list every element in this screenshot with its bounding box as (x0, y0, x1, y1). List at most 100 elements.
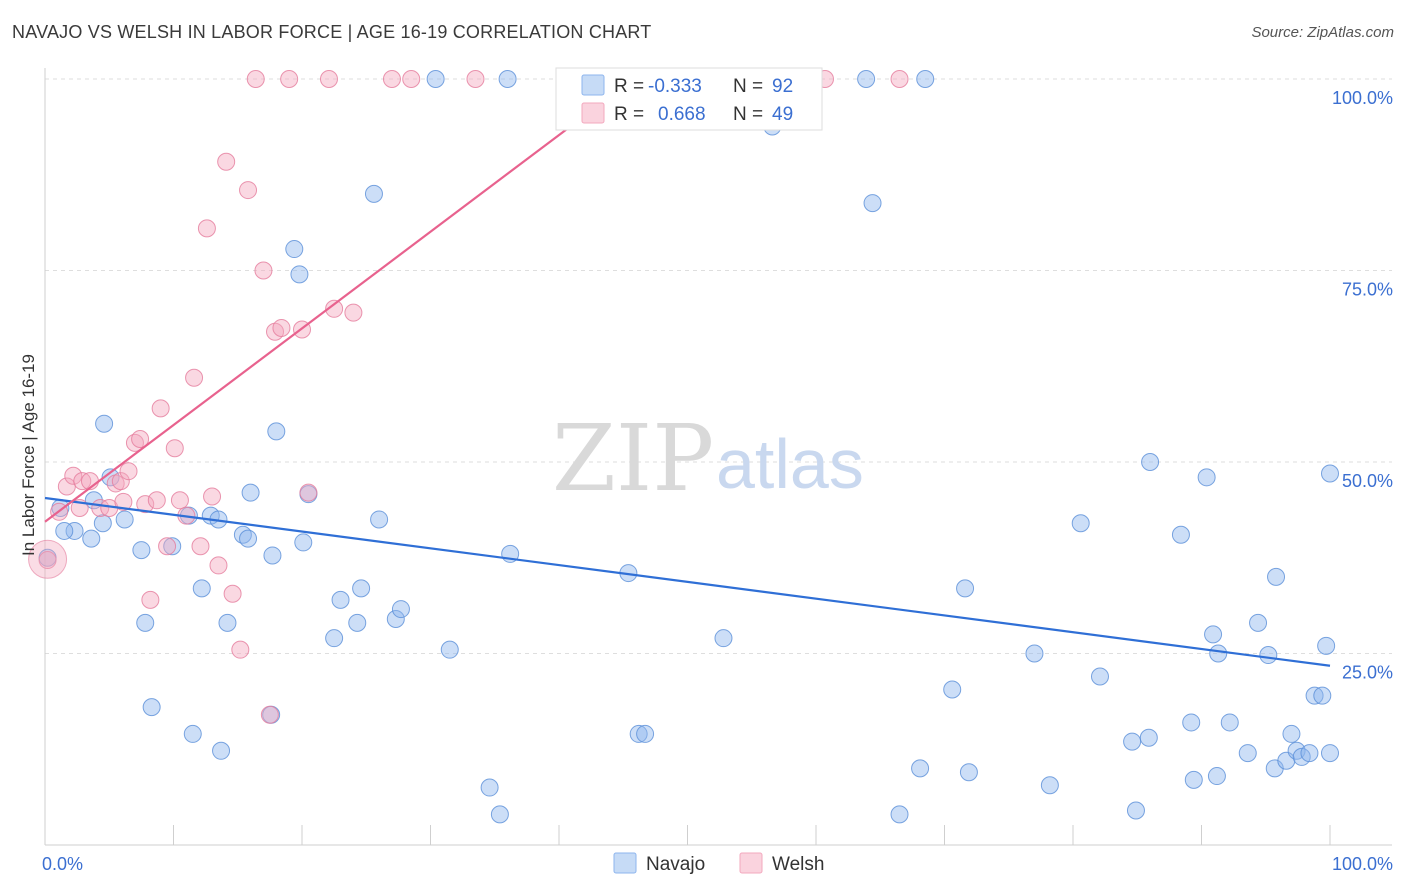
welsh-point (114, 492, 133, 511)
legend-welsh-label: Welsh (772, 854, 824, 875)
welsh-point (239, 181, 258, 200)
navajo-point (212, 741, 231, 760)
navajo-point (1040, 776, 1059, 795)
navajo-point (1209, 644, 1228, 663)
welsh-point (38, 551, 57, 570)
y-axis-title: In Labor Force | Age 16-19 (19, 354, 38, 556)
navajo-point (440, 640, 459, 659)
welsh-point (260, 705, 279, 724)
navajo-point (348, 613, 367, 632)
navajo-point (325, 629, 344, 648)
legend-navajo-swatch (613, 852, 637, 874)
navajo-point (132, 541, 151, 560)
navajo-point (93, 514, 112, 533)
welsh-point (119, 462, 138, 481)
welsh-point (402, 70, 421, 88)
y-tick-label: 50.0% (1342, 471, 1393, 491)
navajo-point (1321, 744, 1339, 763)
navajo-point (370, 510, 389, 529)
welsh-point (217, 152, 236, 171)
welsh-point (203, 487, 222, 506)
welsh-point (209, 556, 228, 575)
navajo-point (391, 600, 410, 619)
navajo-point (1321, 464, 1339, 483)
welsh-point (111, 472, 130, 491)
welsh-point (191, 537, 210, 556)
welsh-point (344, 303, 363, 322)
welsh-point (165, 439, 184, 458)
welsh-point (280, 70, 299, 88)
legend-welsh-swatch (739, 852, 763, 874)
navajo-point (267, 422, 286, 441)
welsh-trend-line (44, 78, 635, 523)
welsh-point (170, 491, 189, 510)
welsh-point-large (28, 539, 68, 579)
navajo-point (498, 70, 517, 88)
welsh-point (158, 537, 177, 556)
navajo-point (426, 70, 445, 88)
welsh-point (73, 472, 92, 491)
navajo-n-label: N = (733, 76, 763, 97)
navajo-point (1184, 770, 1203, 789)
navajo-point (285, 240, 304, 259)
navajo-point (263, 546, 282, 565)
navajo-point (1139, 728, 1158, 747)
navajo-point (490, 805, 509, 824)
navajo-point (241, 483, 260, 502)
welsh-point (197, 219, 216, 238)
navajo-point (636, 724, 655, 743)
navajo-point (1204, 625, 1223, 644)
navajo-point (115, 510, 134, 529)
navajo-point (142, 698, 161, 717)
navajo-point (943, 680, 962, 699)
welsh-point (299, 483, 318, 502)
navajo-point (1220, 713, 1239, 732)
navajo-point (1182, 713, 1201, 732)
legend-navajo-label: Navajo (646, 854, 705, 875)
welsh-point (147, 491, 166, 510)
navajo-point (1025, 644, 1044, 663)
x-tick-labels: 0.0% 100.0% (42, 854, 1393, 874)
welsh-point (246, 70, 265, 88)
welsh-swatch (581, 102, 605, 124)
navajo-point (352, 579, 371, 598)
navajo-point (890, 805, 909, 824)
navajo-point (290, 265, 309, 284)
navajo-point (1126, 801, 1145, 820)
navajo-point (1249, 613, 1268, 632)
navajo-point (239, 529, 258, 548)
welsh-point (141, 590, 160, 609)
navajo-point (1141, 453, 1160, 471)
navajo-point (163, 537, 182, 556)
welsh-point (231, 640, 250, 659)
navajo-r-label: R = (614, 76, 644, 97)
chart-title: NAVAJO VS WELSH IN LABOR FORCE | AGE 16-… (12, 22, 652, 42)
navajo-point (1071, 514, 1090, 533)
watermark-atlas: atlas (716, 425, 864, 503)
y-tick-label: 100.0% (1332, 88, 1393, 108)
navajo-n-value: 92 (772, 76, 793, 97)
welsh-point (272, 318, 291, 337)
navajo-point (959, 763, 978, 782)
welsh-point (319, 70, 338, 88)
grid-lines (45, 78, 1392, 654)
navajo-point (218, 613, 237, 632)
trend-lines (44, 78, 1331, 667)
welsh-point (890, 70, 909, 88)
navajo-point (480, 778, 499, 797)
navajo-r-value: -0.333 (648, 76, 702, 97)
navajo-point (364, 184, 383, 203)
data-points (28, 70, 1339, 824)
navajo-point (1267, 567, 1286, 586)
welsh-n-label: N = (733, 104, 763, 125)
watermark: ZIP atlas (552, 405, 864, 512)
navajo-point (857, 70, 876, 88)
welsh-point (254, 261, 273, 280)
navajo-point (1305, 686, 1324, 705)
welsh-point (151, 399, 170, 418)
navajo-point (331, 590, 350, 609)
navajo-point (956, 579, 975, 598)
navajo-point (1313, 686, 1332, 705)
navajo-point (183, 724, 202, 743)
navajo-point (1090, 667, 1109, 686)
